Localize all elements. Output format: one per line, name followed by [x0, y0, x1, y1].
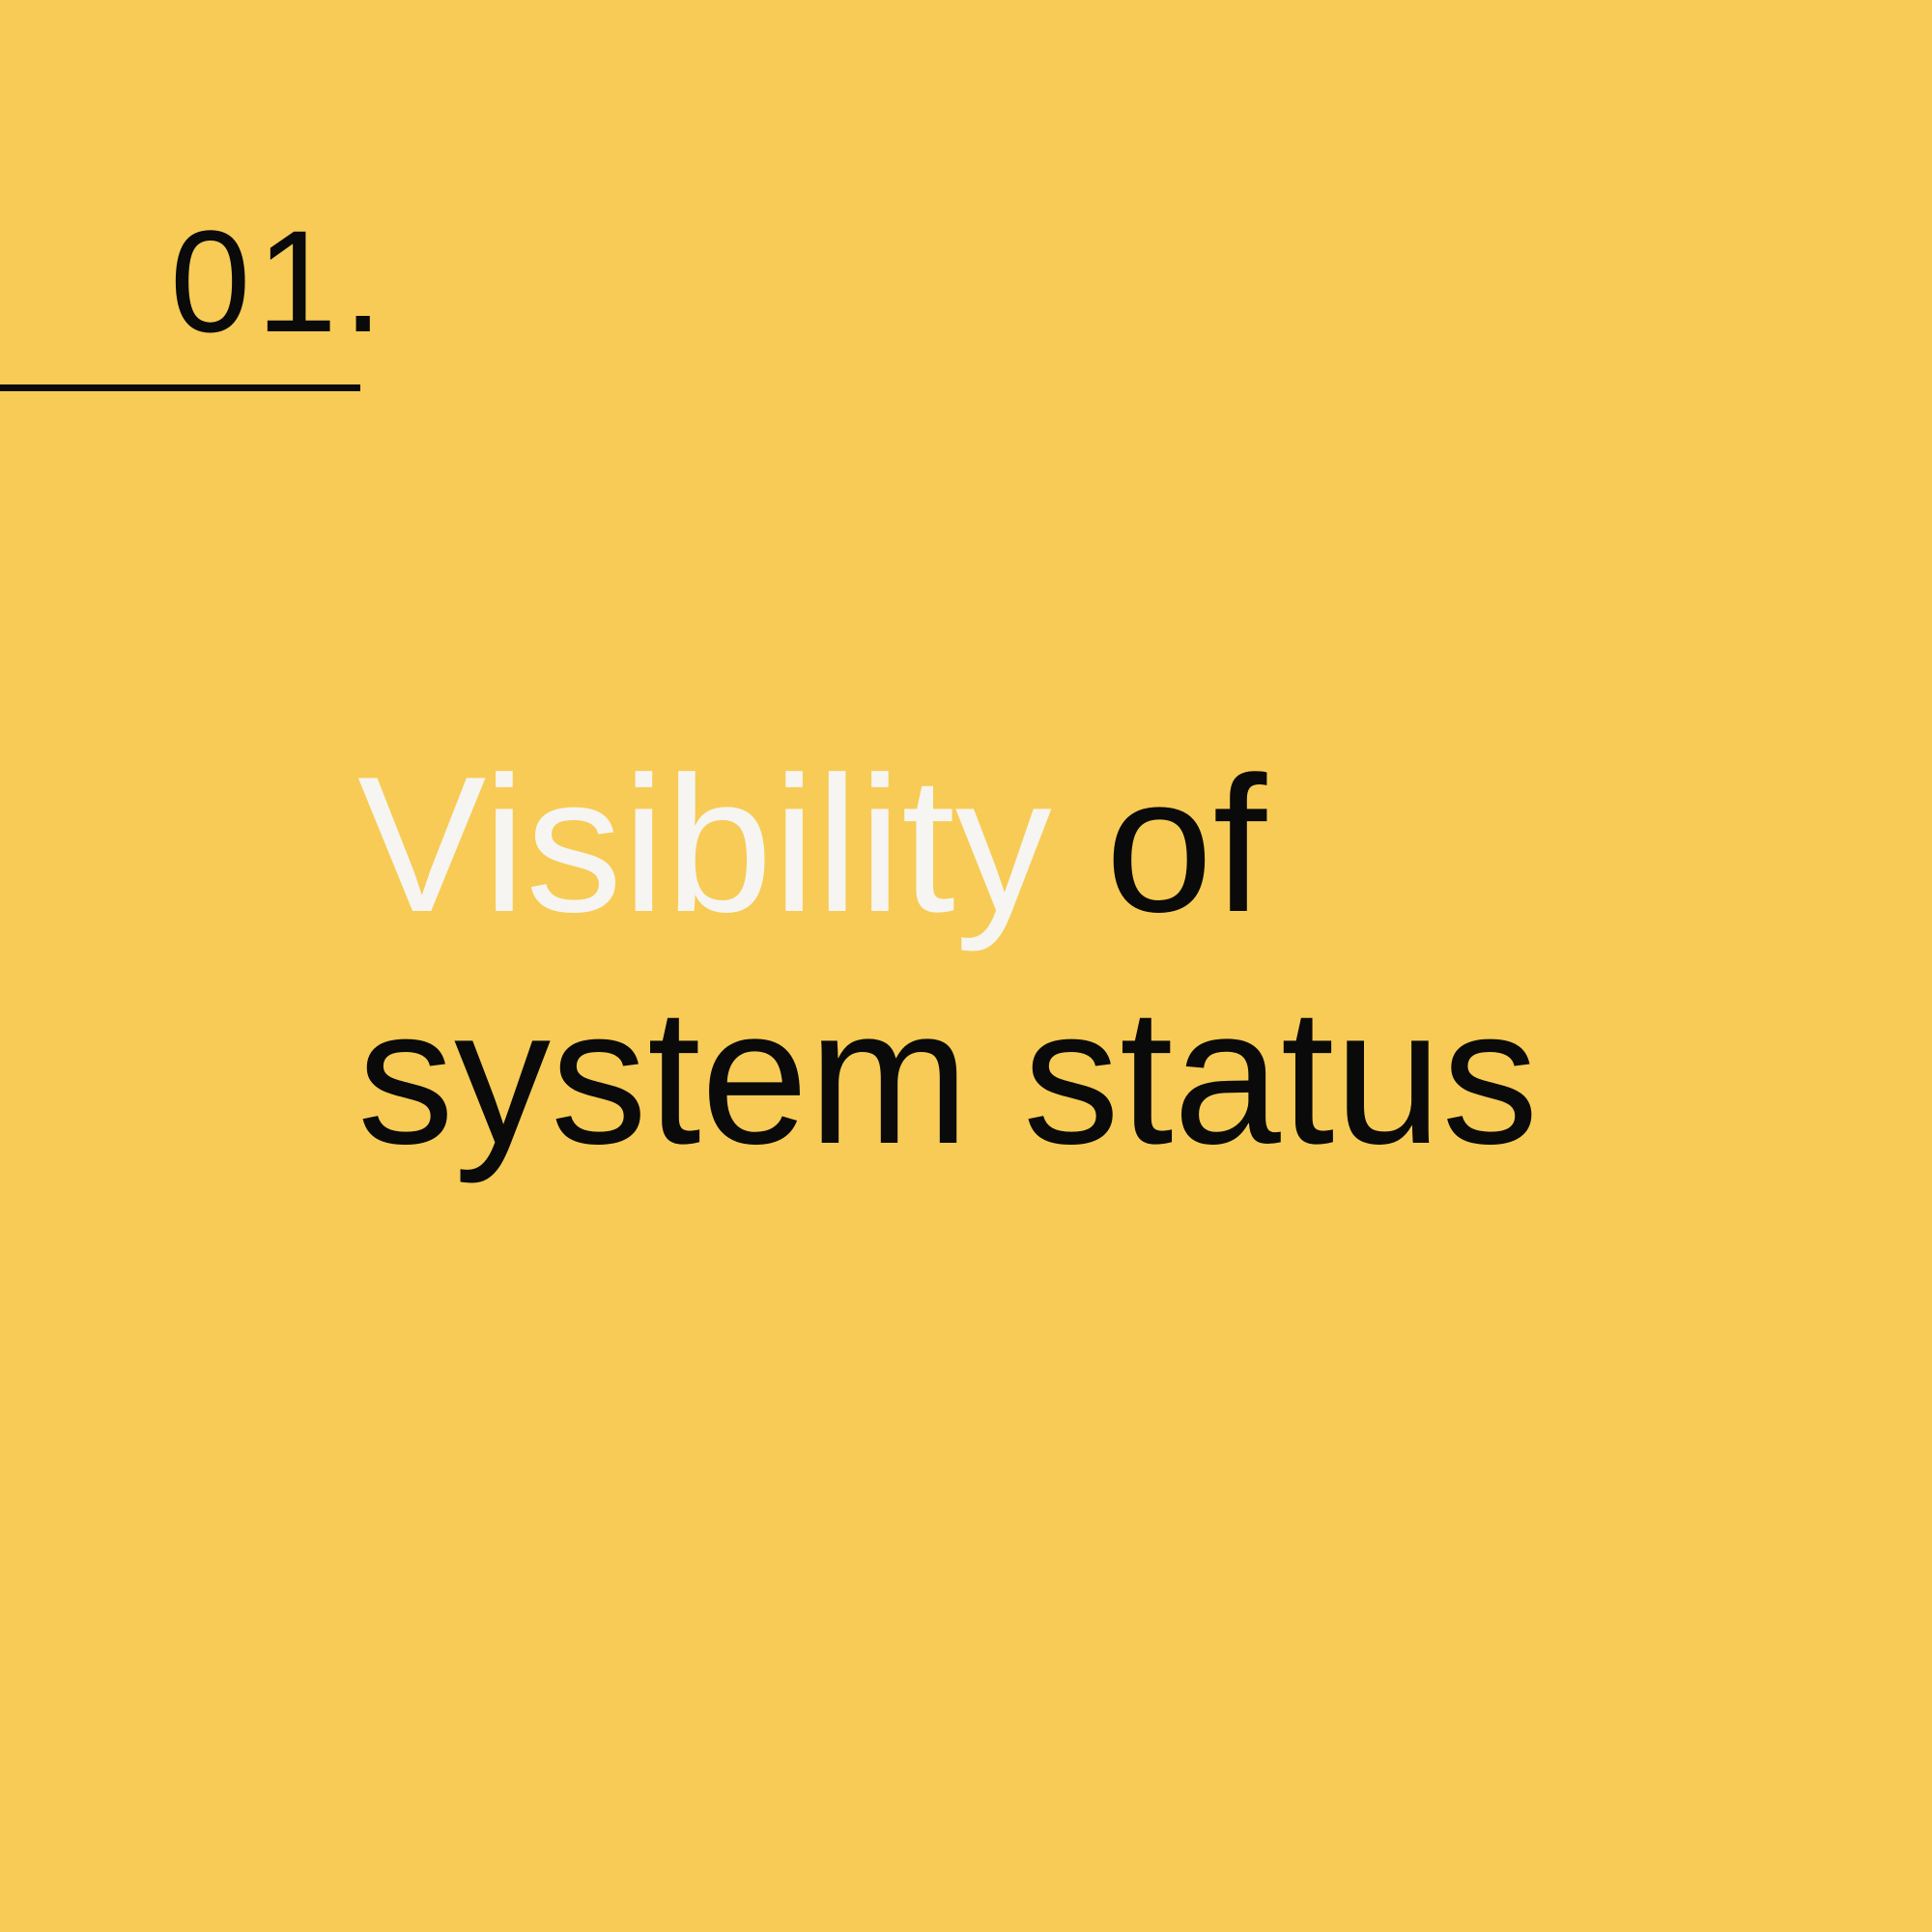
- title-line-1: Visibility of: [357, 729, 1539, 961]
- title-accent-word: Visibility: [357, 737, 1052, 952]
- divider-line: [0, 384, 360, 391]
- slide-title: Visibility of system status: [357, 729, 1539, 1193]
- title-line-1-rest: of: [1051, 737, 1267, 952]
- slide-number: 01.: [170, 200, 389, 362]
- title-line-2: system status: [357, 969, 1539, 1184]
